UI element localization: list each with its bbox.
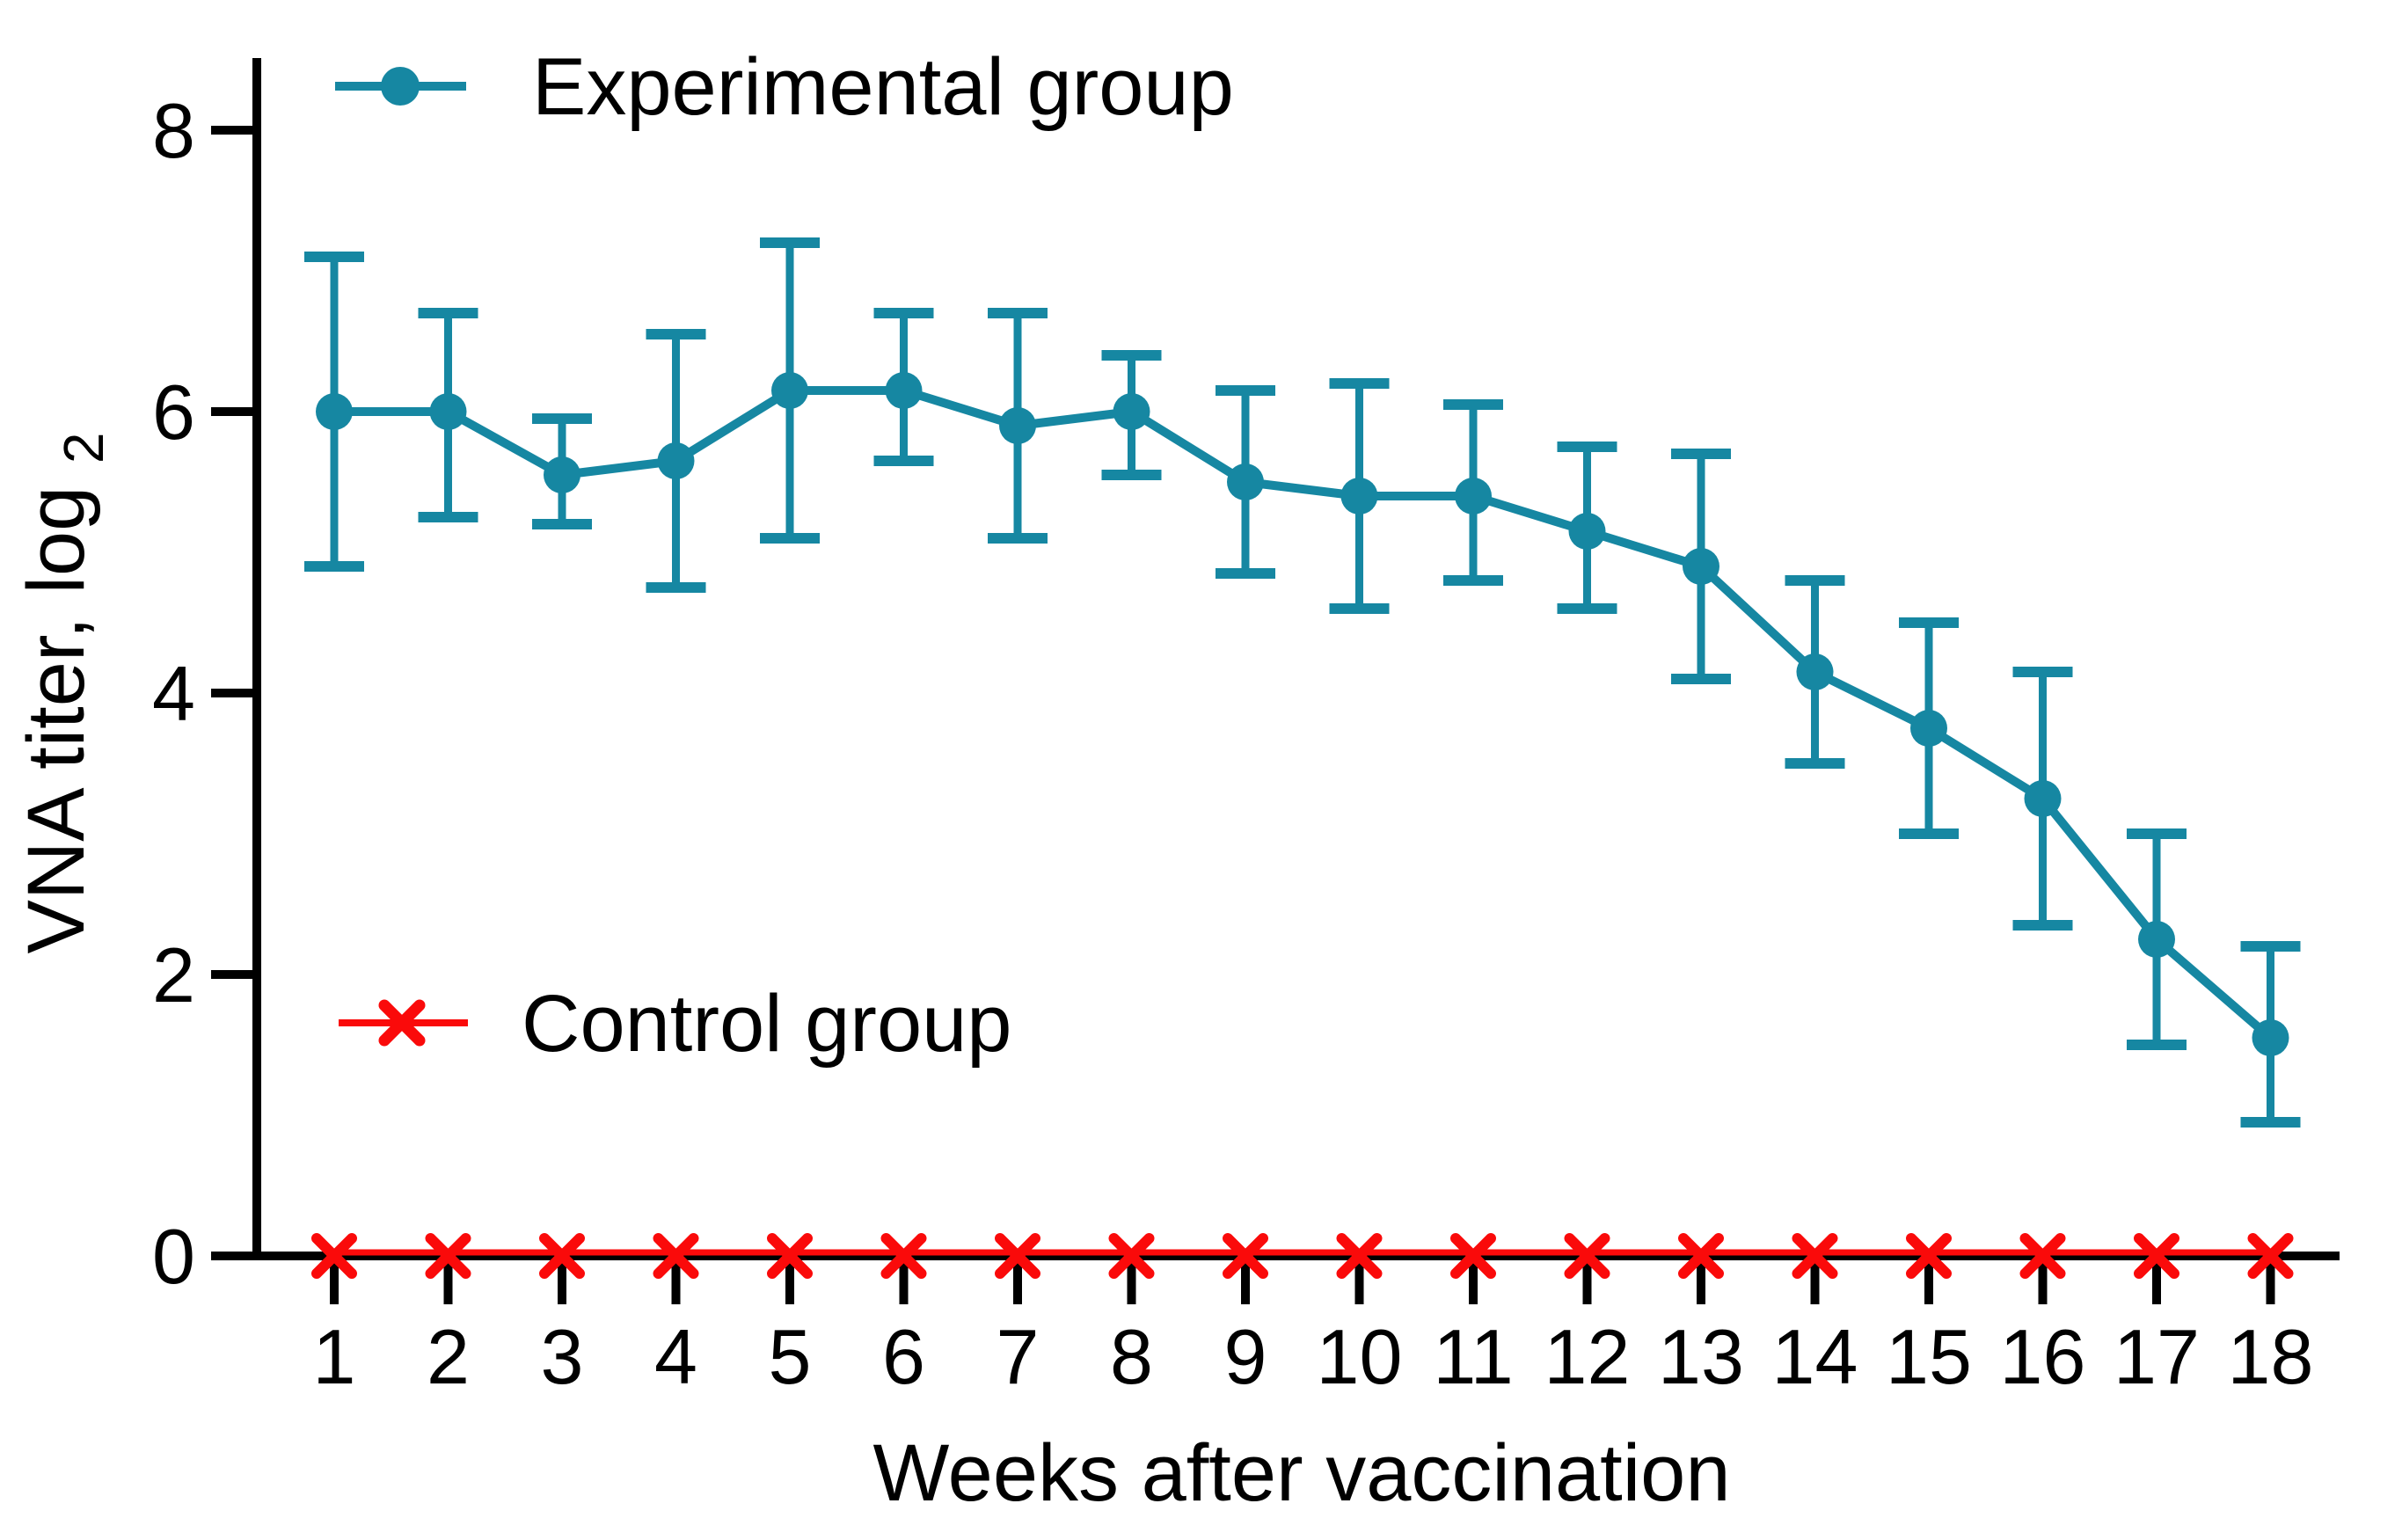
control-point-week-7-x-marker-icon bbox=[995, 1233, 1040, 1279]
x-tick-label: 14 bbox=[1772, 1313, 1858, 1400]
data-point-week-16 bbox=[2024, 780, 2062, 817]
x-tick-label: 4 bbox=[654, 1313, 697, 1400]
x-tick-label: 10 bbox=[1317, 1313, 1403, 1400]
y-tick-label: 8 bbox=[152, 87, 195, 174]
control-point-week-5-x-marker-icon bbox=[767, 1233, 813, 1279]
x-tick-label: 9 bbox=[1224, 1313, 1267, 1400]
x-tick-label: 3 bbox=[541, 1313, 584, 1400]
y-axis-title-text: VNA titer, log bbox=[11, 486, 101, 954]
control-point-week-11-x-marker-icon bbox=[1450, 1233, 1496, 1279]
data-point-week-18 bbox=[2252, 1019, 2289, 1056]
x-tick-label: 5 bbox=[769, 1313, 812, 1400]
data-point-week-17 bbox=[2138, 921, 2175, 958]
experimental-legend-circle-icon bbox=[381, 67, 420, 106]
y-tick-label: 6 bbox=[152, 369, 195, 456]
data-point-week-15 bbox=[1910, 710, 1947, 747]
legend-experimental: Experimental group bbox=[335, 42, 1234, 132]
x-tick-label: 8 bbox=[1110, 1313, 1153, 1400]
data-point-week-9 bbox=[1227, 463, 1264, 500]
control-point-week-16-x-marker-icon bbox=[2019, 1233, 2066, 1279]
control-point-week-18-x-marker-icon bbox=[2247, 1233, 2294, 1279]
data-point-week-7 bbox=[999, 407, 1036, 444]
control-point-week-12-x-marker-icon bbox=[1564, 1233, 1610, 1279]
control-point-week-2-x-marker-icon bbox=[425, 1233, 471, 1279]
control-point-week-1-x-marker-icon bbox=[311, 1233, 357, 1279]
data-point-week-4 bbox=[657, 442, 695, 479]
x-tick-label: 16 bbox=[2000, 1313, 2086, 1400]
data-point-week-10 bbox=[1340, 478, 1378, 515]
y-axis-title-subscript: 2 bbox=[52, 433, 115, 464]
experimental-series-line bbox=[334, 386, 2274, 1041]
x-tick-label: 12 bbox=[1544, 1313, 1631, 1400]
y-tick-label: 4 bbox=[152, 650, 195, 737]
data-point-week-13 bbox=[1683, 548, 1719, 585]
data-point-week-8 bbox=[1113, 393, 1150, 430]
data-point-week-6 bbox=[885, 372, 923, 409]
control-point-week-8-x-marker-icon bbox=[1108, 1233, 1155, 1279]
control-legend-x-icon bbox=[378, 999, 426, 1047]
x-tick-label: 6 bbox=[882, 1313, 925, 1400]
x-tick-label: 13 bbox=[1658, 1313, 1744, 1400]
data-point-week-12 bbox=[1568, 513, 1606, 550]
x-tick-label: 7 bbox=[997, 1313, 1040, 1400]
legend-experimental-label: Experimental group bbox=[532, 42, 1234, 132]
x-tick-label: 15 bbox=[1886, 1313, 1972, 1400]
x-axis-title: Weeks after vaccination bbox=[873, 1428, 1731, 1518]
x-tick-label: 17 bbox=[2114, 1313, 2200, 1400]
control-point-week-3-x-marker-icon bbox=[539, 1233, 585, 1279]
y-tick-label: 0 bbox=[152, 1213, 195, 1300]
y-axis-title: VNA titer, log 2 bbox=[11, 433, 115, 954]
data-point-week-5 bbox=[771, 372, 808, 409]
x-tick-label: 1 bbox=[313, 1313, 356, 1400]
data-point-week-1 bbox=[316, 393, 353, 430]
x-tick-label: 18 bbox=[2228, 1313, 2314, 1400]
x-tick-label: 2 bbox=[427, 1313, 470, 1400]
legend-control: Control group bbox=[339, 979, 1011, 1069]
control-point-week-14-x-marker-icon bbox=[1792, 1233, 1838, 1279]
data-point-week-14 bbox=[1796, 653, 1834, 690]
control-point-week-17-x-marker-icon bbox=[2134, 1233, 2179, 1279]
control-point-week-9-x-marker-icon bbox=[1223, 1233, 1268, 1279]
control-point-week-10-x-marker-icon bbox=[1336, 1233, 1383, 1279]
data-point-week-11 bbox=[1455, 478, 1492, 515]
legend-control-label: Control group bbox=[522, 979, 1011, 1069]
control-point-week-6-x-marker-icon bbox=[880, 1233, 927, 1279]
x-tick-label: 11 bbox=[1433, 1313, 1513, 1400]
y-tick-label: 2 bbox=[152, 931, 195, 1018]
control-point-week-4-x-marker-icon bbox=[653, 1233, 699, 1279]
control-point-week-15-x-marker-icon bbox=[1906, 1233, 1952, 1279]
control-point-week-13-x-marker-icon bbox=[1678, 1233, 1724, 1279]
data-point-week-3 bbox=[544, 456, 580, 493]
data-point-week-2 bbox=[429, 393, 467, 430]
